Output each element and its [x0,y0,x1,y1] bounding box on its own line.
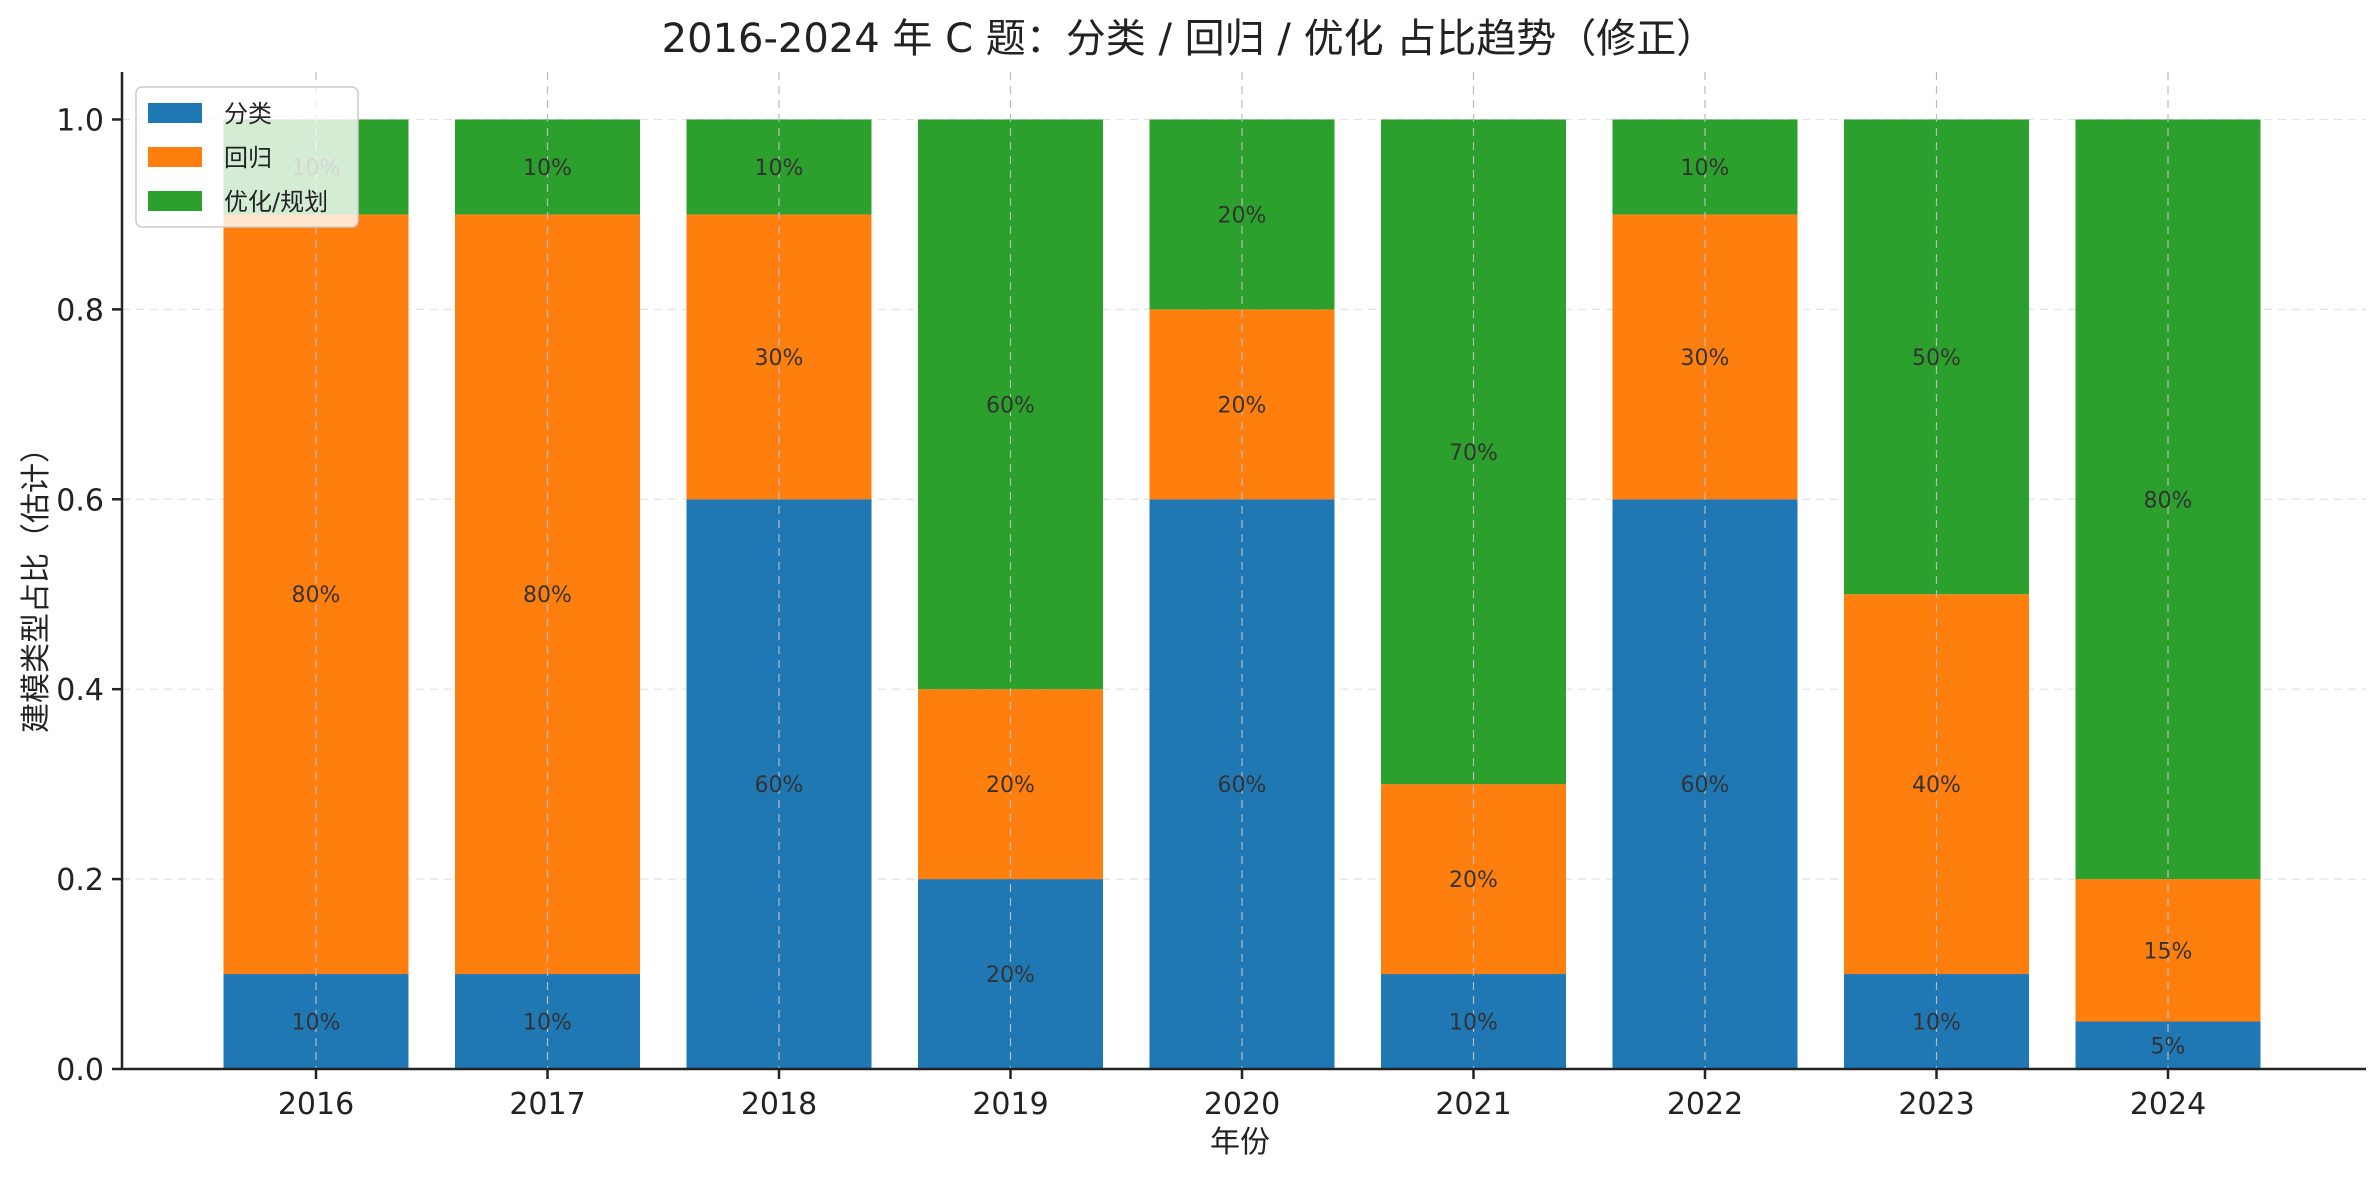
data-label: 30% [1681,346,1730,371]
legend-label: 优化/规划 [224,188,328,216]
y-tick-label: 0.2 [56,863,104,898]
data-label: 5% [2151,1034,2186,1059]
data-label: 50% [1912,346,1961,371]
x-tick-label: 2019 [972,1087,1048,1122]
axes-layer: 0.0 0.2 0.4 0.6 0.8 1.0 2016 2017 2018 2019 2020 20… [56,72,2366,1122]
x-tick-label: 2022 [1667,1087,1743,1122]
x-tick-label: 2024 [2130,1087,2206,1122]
legend-swatch [148,103,202,123]
y-tick-label: 0.8 [56,293,104,328]
legend-label: 分类 [224,100,272,128]
x-tick-label: 2018 [741,1087,817,1122]
data-label: 60% [755,773,804,798]
data-label: 20% [986,773,1035,798]
bar-segment [1844,594,2029,975]
data-label: 10% [1449,1011,1498,1036]
data-label: 60% [1218,773,1267,798]
vertical-grid-layer [315,72,2169,1069]
data-label: 20% [1218,203,1267,228]
data-label: 10% [523,1011,572,1036]
y-tick-label: 1.0 [56,103,104,138]
x-tick-label: 2017 [509,1087,585,1122]
x-tick-label: 2016 [278,1087,354,1122]
data-label: 10% [292,1011,341,1036]
chart-title: 2016-2024 年 C 题：分类 / 回归 / 优化 占比趋势（修正） [662,16,1717,62]
x-tick-label: 2023 [1898,1087,1974,1122]
data-label: 40% [1912,773,1961,798]
legend-swatch [148,191,202,211]
data-label: 20% [1449,868,1498,893]
y-tick-label: 0.0 [56,1053,104,1088]
data-labels-layer: 10% 80% 10% 10% 80% 10% 60% 30% 10% 20% 20% 60% 60% 2… [292,156,2193,1059]
x-tick-label: 2021 [1435,1087,1511,1122]
data-label: 60% [986,393,1035,418]
y-tick-label: 0.4 [56,673,104,708]
data-label: 10% [1681,156,1730,181]
data-label: 10% [1912,1011,1961,1036]
y-axis-label: 建模类型占比（估计） [19,433,54,733]
data-label: 10% [523,156,572,181]
data-label: 60% [1681,773,1730,798]
data-label: 20% [1218,393,1267,418]
legend-swatch [148,147,202,167]
x-axis-label: 年份 [1210,1125,1270,1160]
data-label: 20% [986,963,1035,988]
x-tick-label: 2020 [1204,1087,1280,1122]
data-label: 80% [292,583,341,608]
data-label: 15% [2144,939,2193,964]
data-label: 70% [1449,441,1498,466]
data-label: 30% [755,346,804,371]
legend-label: 回归 [224,144,272,172]
data-label: 80% [2144,488,2193,513]
data-label: 10% [755,156,804,181]
data-label: 80% [523,583,572,608]
y-tick-label: 0.6 [56,483,104,518]
